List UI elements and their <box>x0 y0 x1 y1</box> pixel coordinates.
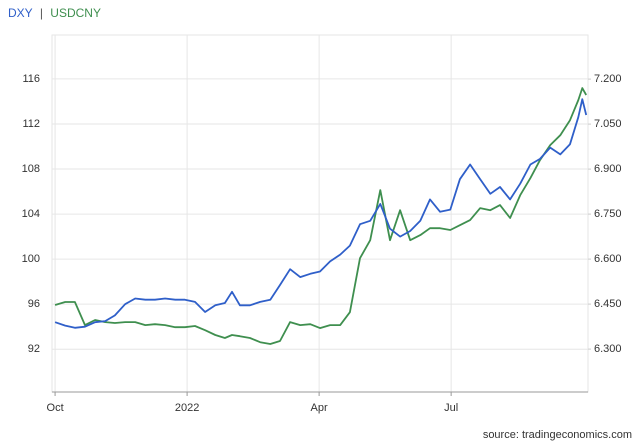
legend: DXY | USDCNY <box>8 6 101 20</box>
x-tick-label: 2022 <box>175 402 199 414</box>
x-tick-label: Jul <box>444 402 458 414</box>
y-tick-label: 100 <box>22 253 40 265</box>
series-line <box>54 98 588 329</box>
series-line <box>54 87 587 345</box>
y-tick-label: 104 <box>22 208 40 220</box>
legend-separator: | <box>40 6 43 20</box>
y2-tick-label: 6.750 <box>594 208 622 220</box>
y-tick-label: 116 <box>22 73 40 85</box>
y-tick-label: 112 <box>22 118 40 130</box>
y-tick-label: 92 <box>28 343 40 355</box>
y2-tick-label: 6.300 <box>594 343 622 355</box>
y2-tick-label: 7.200 <box>594 73 622 85</box>
x-tick-label: Oct <box>47 402 64 414</box>
y2-tick-label: 6.450 <box>594 298 622 310</box>
y-tick-label: 108 <box>22 163 40 175</box>
legend-entry: USDCNY <box>50 6 101 20</box>
y2-tick-label: 7.050 <box>594 118 622 130</box>
legend-entry: DXY <box>8 6 33 20</box>
y-tick-label: 96 <box>28 298 40 310</box>
x-tick-label: Apr <box>311 402 328 414</box>
source: source: tradingeconomics.com <box>483 429 632 441</box>
y2-tick-label: 6.900 <box>594 163 622 175</box>
y2-tick-label: 6.600 <box>594 253 622 265</box>
